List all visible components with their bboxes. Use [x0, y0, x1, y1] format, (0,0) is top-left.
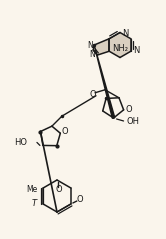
Text: Me: Me: [27, 185, 38, 194]
Text: T: T: [32, 199, 37, 207]
Polygon shape: [93, 39, 109, 55]
Text: N: N: [133, 46, 139, 55]
Text: O: O: [125, 105, 132, 114]
Polygon shape: [94, 45, 115, 118]
Text: O: O: [77, 196, 83, 205]
Text: N: N: [122, 29, 128, 38]
Text: OH: OH: [127, 118, 140, 126]
Text: NH₂: NH₂: [112, 44, 128, 53]
Text: O: O: [56, 185, 62, 195]
Text: N: N: [89, 50, 95, 59]
Text: N: N: [87, 41, 93, 49]
Text: HO: HO: [14, 138, 27, 147]
Text: O: O: [61, 127, 68, 136]
Text: O: O: [90, 90, 96, 99]
Polygon shape: [109, 33, 131, 58]
